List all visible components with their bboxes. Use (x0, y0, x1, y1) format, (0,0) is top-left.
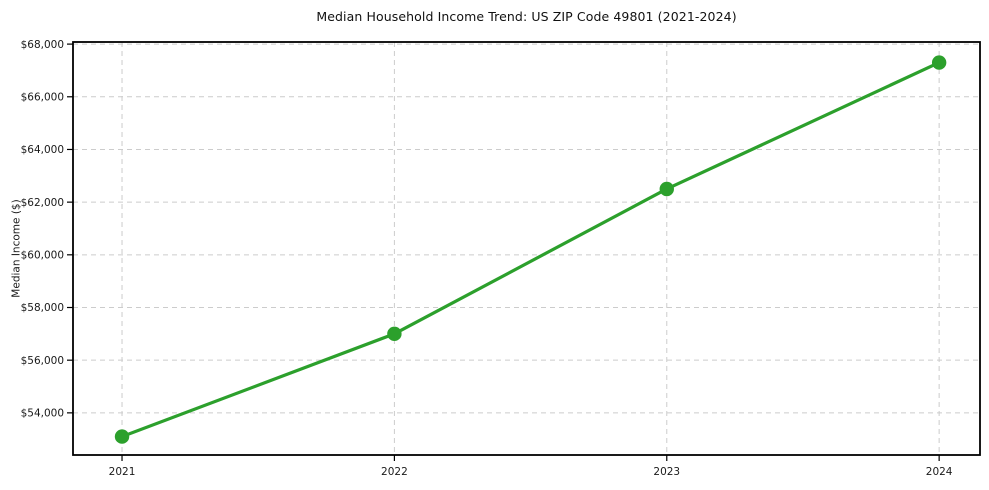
data-point (931, 55, 947, 70)
x-tick-label: 2021 (109, 466, 136, 478)
y-axis-label: Median Income ($) (11, 199, 23, 297)
chart-title: Median Household Income Trend: US ZIP Co… (316, 9, 737, 24)
frame-layer (72, 41, 981, 456)
y-tick-label: $56,000 (21, 355, 64, 367)
x-tick-label: 2023 (653, 466, 680, 478)
y-tick-label: $62,000 (21, 197, 64, 209)
x-tick-label: 2022 (381, 466, 408, 478)
plot-frame (72, 41, 981, 456)
tick-layer: $54,000 $56,000 $58,000 $60,000 $62,000 $64,0… (21, 39, 953, 478)
y-tick-label: $60,000 (21, 250, 64, 262)
y-tick-label: $66,000 (21, 91, 64, 103)
trend-line (120, 60, 941, 439)
y-tick-label: $54,000 (21, 408, 64, 420)
y-tick-label: $64,000 (21, 144, 64, 156)
data-point (387, 326, 402, 342)
x-tick-label: 2024 (926, 466, 953, 478)
y-tick-label: $58,000 (21, 302, 64, 314)
series-layer (114, 55, 947, 444)
data-point (114, 429, 130, 444)
data-point (659, 181, 674, 197)
y-tick-label: $68,000 (21, 39, 64, 51)
grid-layer (73, 42, 980, 455)
